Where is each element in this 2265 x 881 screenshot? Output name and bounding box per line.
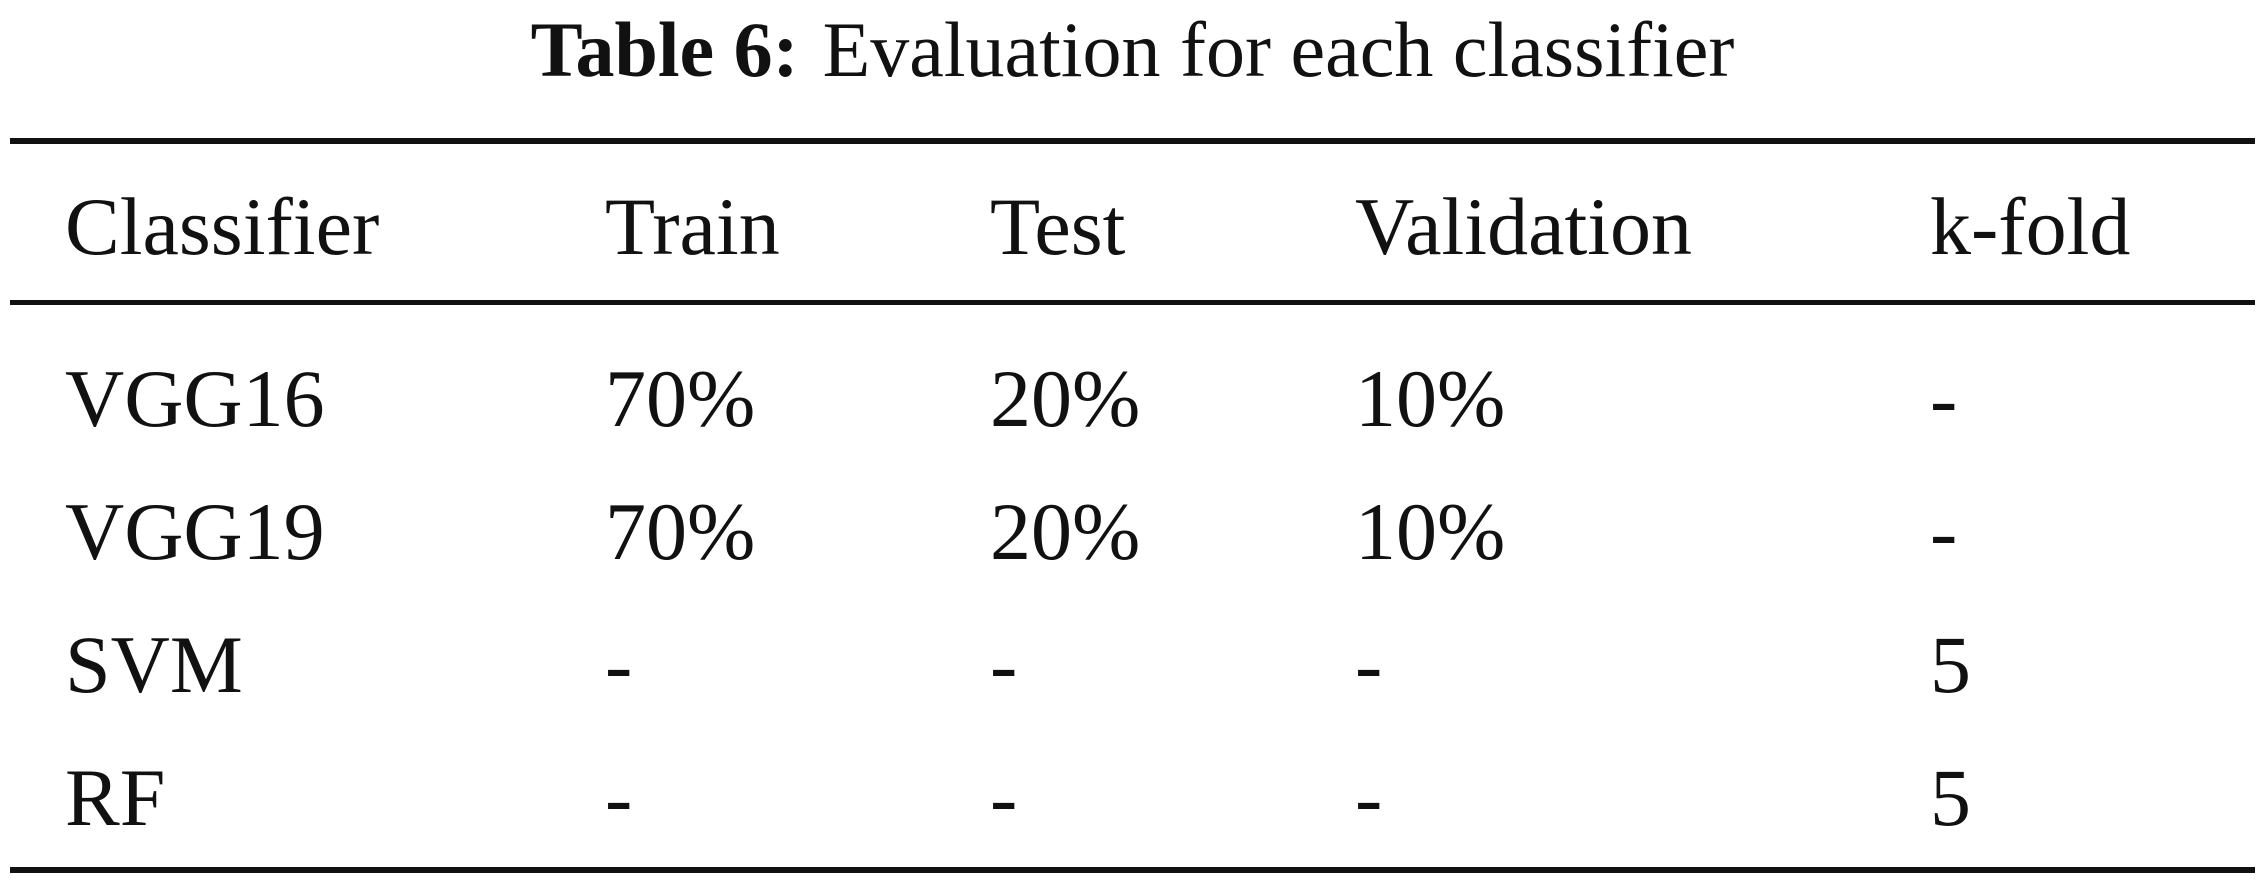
table-row: SVM - - - 5: [10, 598, 2255, 731]
cell-train: 70%: [605, 485, 756, 577]
cell-train: 70%: [605, 352, 756, 444]
cell-train: -: [605, 618, 633, 710]
caption-text: Evaluation for each classifier: [822, 6, 1735, 93]
table-row: RF - - - 5: [10, 731, 2255, 864]
cell-k-fold: 5: [1930, 751, 1971, 843]
cell-classifier: RF: [65, 751, 166, 843]
cell-k-fold: -: [1930, 352, 1958, 444]
column-header-train: Train: [605, 181, 780, 272]
top-rule: [10, 138, 2255, 144]
table-caption: Table 6: Evaluation for each classifier: [0, 0, 2265, 100]
bottom-rule: [10, 867, 2255, 873]
header-spacer: [10, 310, 2255, 332]
column-header-test: Test: [990, 181, 1126, 272]
header-row: Classifier Train Test Validation k-fold: [10, 0, 2255, 310]
table-row: VGG16 70% 20% 10% -: [10, 332, 2255, 465]
cell-validation: -: [1355, 618, 1383, 710]
cell-validation: 10%: [1355, 485, 1506, 577]
cell-k-fold: -: [1930, 485, 1958, 577]
column-header-validation: Validation: [1355, 181, 1693, 272]
cell-k-fold: 5: [1930, 618, 1971, 710]
cell-validation: -: [1355, 751, 1383, 843]
header-rule: [10, 300, 2255, 305]
cell-train: -: [605, 751, 633, 843]
cell-classifier: VGG19: [65, 485, 325, 577]
cell-classifier: SVM: [65, 618, 243, 710]
column-header-k-fold: k-fold: [1930, 181, 2131, 272]
column-header-classifier: Classifier: [65, 181, 380, 272]
cell-test: 20%: [990, 352, 1141, 444]
evaluation-table: Classifier Train Test Validation k-fold …: [10, 0, 2255, 864]
cell-classifier: VGG16: [65, 352, 325, 444]
caption-label: Table 6:: [530, 6, 799, 93]
cell-test: 20%: [990, 485, 1141, 577]
cell-test: -: [990, 751, 1018, 843]
cell-test: -: [990, 618, 1018, 710]
table-row: VGG19 70% 20% 10% -: [10, 465, 2255, 598]
cell-validation: 10%: [1355, 352, 1506, 444]
